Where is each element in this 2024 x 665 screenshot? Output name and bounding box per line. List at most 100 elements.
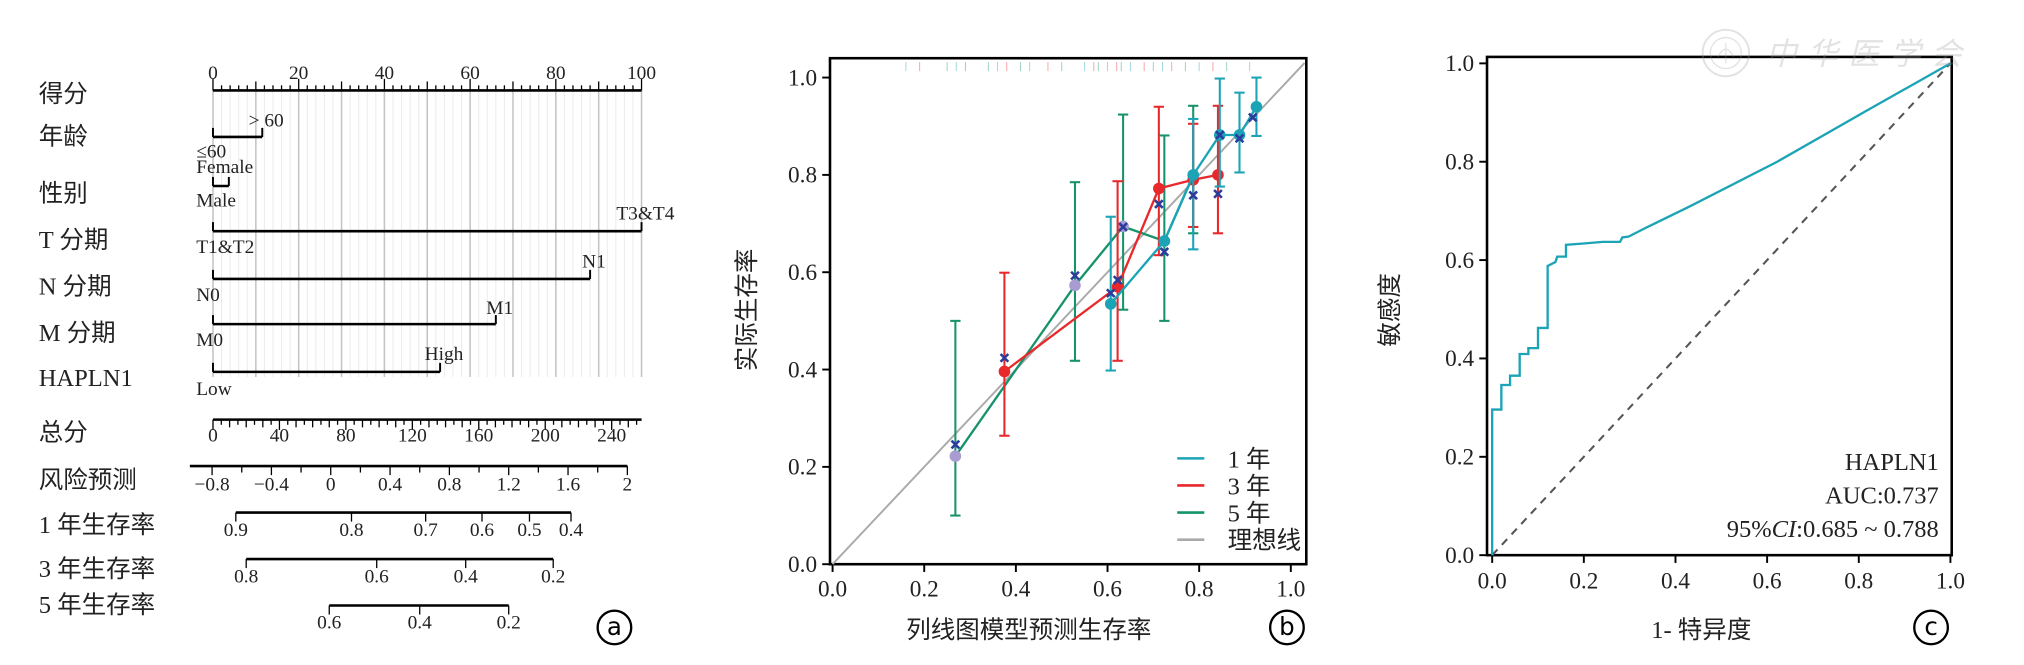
corrected-marker — [1188, 190, 1198, 201]
variable-label: HAPLN1 — [39, 365, 133, 392]
axis-label-points: 得分 — [39, 80, 88, 108]
variable-label: 年龄 — [39, 123, 88, 151]
y-tick-label: 0.6 — [1445, 248, 1474, 274]
points-tick-label: 60 — [460, 63, 479, 84]
legend-label: 3 年 — [1228, 472, 1271, 500]
survival-tick-label: 0.2 — [497, 613, 521, 634]
total-tick-label: 80 — [336, 426, 355, 447]
x-tick-label: 0.4 — [1001, 576, 1030, 602]
x-axis-label: 1- 特异度 — [1651, 616, 1751, 644]
y-tick-label: 0.2 — [788, 455, 817, 481]
y-tick-label: 0.2 — [1445, 445, 1474, 471]
level-label: ≤60 — [196, 142, 226, 163]
survival-tick-label: 0.8 — [339, 520, 363, 541]
data-point — [1153, 182, 1165, 195]
x-tick-label: 0.6 — [1753, 569, 1782, 595]
data-point — [1187, 169, 1200, 181]
risk-tick-label: 1.2 — [497, 475, 521, 496]
data-point — [1233, 129, 1246, 141]
variable-label: M 分期 — [39, 320, 116, 347]
variable-label: T 分期 — [39, 227, 109, 254]
level-label: M1 — [486, 298, 513, 319]
points-tick-label: 20 — [289, 63, 308, 84]
points-tick-label: 0 — [208, 63, 218, 84]
points-tick-label: 100 — [627, 63, 656, 84]
roc-panel: 0.00.0 0.2 0.2 0.4 0.4 0.6 0.6 0.8 0.8 1.0 1.0 1- 特… — [1376, 51, 1965, 646]
panel-label-a: a — [607, 612, 622, 641]
watermark-text: 中华医学会 — [1766, 37, 1972, 72]
axis-label-risk: 风险预测 — [39, 466, 137, 494]
y-tick-label: 0.4 — [788, 357, 817, 383]
level-label: Low — [196, 379, 232, 400]
risk-tick-label: 0.4 — [378, 475, 403, 496]
x-axis-label: 列线图模型预测生存率 — [906, 616, 1151, 644]
survival-tick-label: 0.4 — [408, 613, 433, 634]
level-label: N0 — [196, 285, 220, 306]
survival-tick-label: 0.4 — [559, 520, 584, 541]
corrected-marker — [1112, 275, 1123, 285]
total-tick-label: 120 — [398, 426, 427, 447]
risk-tick-label: 0 — [326, 475, 336, 496]
data-point — [949, 450, 962, 462]
risk-tick-label: −0.8 — [195, 475, 230, 496]
watermark: 中华医学会 — [1701, 28, 1972, 78]
total-tick-label: 0 — [208, 426, 218, 447]
survival-tick-label: 0.8 — [234, 566, 258, 587]
points-tick-label: 80 — [546, 63, 565, 84]
annotation-ci: 95%CI:0.685 ~ 0.788 — [1727, 516, 1939, 543]
total-tick-label: 200 — [531, 426, 560, 447]
plot-frame — [828, 56, 1308, 566]
y-tick-label: 1.0 — [788, 65, 817, 91]
data-point — [1212, 169, 1224, 181]
ci-italic: CI — [1772, 516, 1798, 543]
panel-label-circle — [596, 609, 633, 646]
survival-tick-label: 0.6 — [365, 566, 390, 587]
y-axis-label: 敏感度 — [1376, 273, 1404, 347]
level-label: > 60 — [249, 111, 284, 132]
survival-tick-label: 0.6 — [470, 520, 495, 541]
legend-label: 理想线 — [1228, 527, 1302, 555]
x-tick-label: 0.2 — [1569, 569, 1598, 595]
data-point — [998, 365, 1011, 378]
level-label: M0 — [196, 330, 223, 351]
corrected-marker — [1154, 199, 1164, 209]
survival-tick-label: 0.4 — [454, 566, 479, 587]
panel-label-c: c — [1924, 612, 1937, 641]
corrected-marker — [1070, 270, 1080, 281]
annotation-auc: AUC:0.737 — [1825, 483, 1939, 510]
level-label: High — [425, 344, 464, 365]
survival-tick-label: 0.2 — [541, 566, 565, 587]
risk-tick-label: 2 — [623, 475, 633, 496]
legend-label: 1 年 — [1228, 445, 1271, 473]
survival-tick-label: 0.9 — [224, 520, 248, 541]
variable-label: 性别 — [39, 179, 88, 207]
x-tick-label: 0.4 — [1661, 569, 1690, 595]
y-tick-label: 0.8 — [788, 163, 817, 189]
corrected-marker — [1234, 133, 1245, 144]
y-tick-label: 0.6 — [788, 260, 817, 286]
total-tick-label: 40 — [270, 426, 289, 447]
survival-tick-label: 0.5 — [517, 520, 541, 541]
x-tick-label: 0.8 — [1185, 576, 1214, 602]
x-tick-label: 1.0 — [1276, 576, 1305, 602]
y-tick-label: 1.0 — [1445, 51, 1474, 77]
roc-curve — [1491, 62, 1951, 556]
corrected-marker — [950, 439, 961, 450]
data-point — [1158, 235, 1171, 247]
level-label: Female — [196, 157, 253, 178]
ideal-line — [831, 62, 1306, 565]
corrected-marker — [1105, 288, 1116, 298]
y-tick-label: 0.8 — [1445, 149, 1474, 175]
axis-label-survival: 3 年生存率 — [39, 555, 155, 583]
axis-label-survival: 5 年生存率 — [39, 591, 155, 619]
x-tick-label: 0.0 — [1478, 569, 1507, 595]
x-tick-label: 0.0 — [818, 576, 847, 602]
panel-label-b: b — [1279, 612, 1295, 641]
risk-tick-label: 0.8 — [437, 475, 461, 496]
variable-label: N 分期 — [39, 273, 112, 300]
total-tick-label: 160 — [464, 426, 493, 447]
corrected-marker — [1247, 112, 1258, 123]
survival-tick-label: 0.7 — [414, 520, 439, 541]
